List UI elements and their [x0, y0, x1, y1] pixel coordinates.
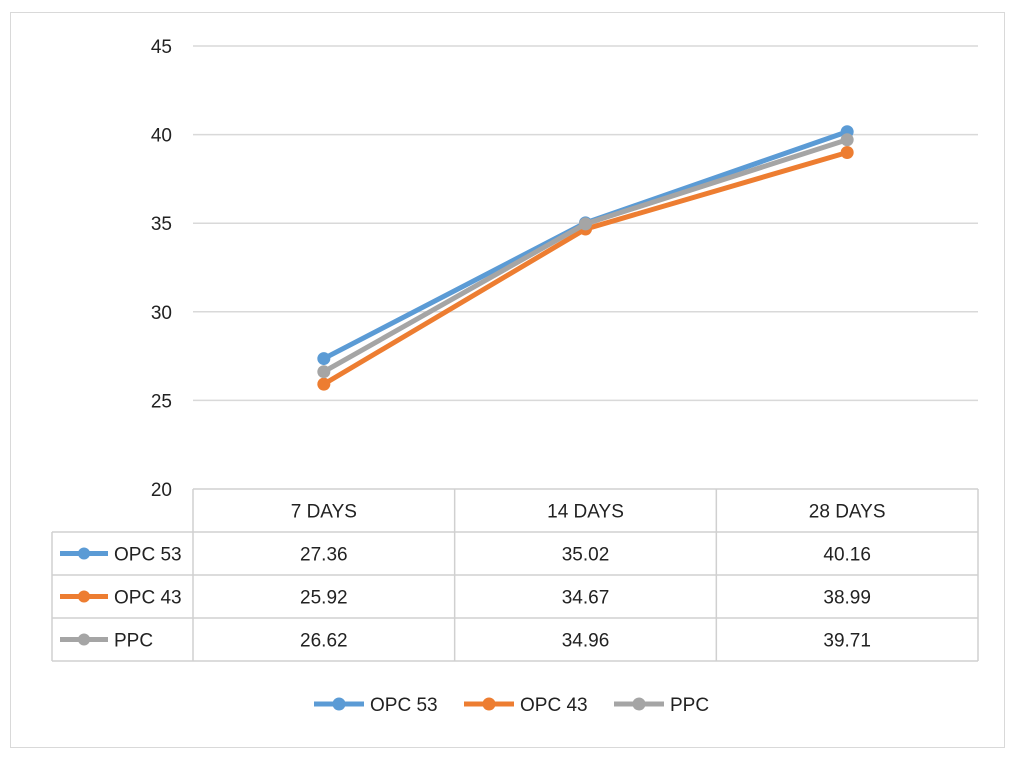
- table-value-cell: 35.02: [562, 545, 610, 566]
- table-key-marker: [78, 547, 90, 560]
- data-point: [317, 377, 331, 391]
- table-key-marker: [78, 633, 90, 646]
- table-value-cell: 39.71: [823, 631, 871, 652]
- series-line-opc-43: [321, 149, 850, 387]
- data-point: [579, 217, 592, 231]
- table-key-marker: [78, 590, 90, 603]
- table-header-cell: 7 DAYS: [291, 502, 357, 523]
- y-tick-label: 40: [151, 126, 172, 147]
- table-value-cell: 26.62: [300, 631, 348, 652]
- table-value-cell: 27.36: [300, 545, 348, 566]
- legend-label: PPC: [670, 695, 709, 716]
- y-tick-label: 25: [151, 391, 172, 412]
- y-tick-label: 30: [151, 303, 172, 324]
- y-tick-label: 45: [151, 37, 172, 58]
- table-series-name: OPC 53: [114, 545, 182, 566]
- table-header-cell: 28 DAYS: [809, 502, 886, 523]
- y-tick-label: 35: [151, 214, 172, 235]
- table-series-name: OPC 43: [114, 588, 182, 609]
- table-header-cell: 14 DAYS: [547, 502, 624, 523]
- table-value-cell: 34.96: [562, 631, 610, 652]
- y-tick-label: 20: [151, 480, 172, 501]
- legend-key-marker: [632, 697, 646, 711]
- data-point: [317, 365, 331, 379]
- data-point: [317, 352, 331, 366]
- table-value-cell: 38.99: [823, 588, 871, 609]
- legend-key-marker: [482, 697, 496, 711]
- legend-key-marker: [332, 697, 346, 711]
- data-point: [840, 133, 854, 147]
- table-value-cell: 25.92: [300, 588, 348, 609]
- legend-label: OPC 53: [370, 695, 438, 716]
- data-point: [840, 145, 854, 159]
- legend-label: OPC 43: [520, 695, 588, 716]
- table-value-cell: 34.67: [562, 588, 610, 609]
- table-series-name: PPC: [114, 631, 153, 652]
- table-value-cell: 40.16: [823, 545, 871, 566]
